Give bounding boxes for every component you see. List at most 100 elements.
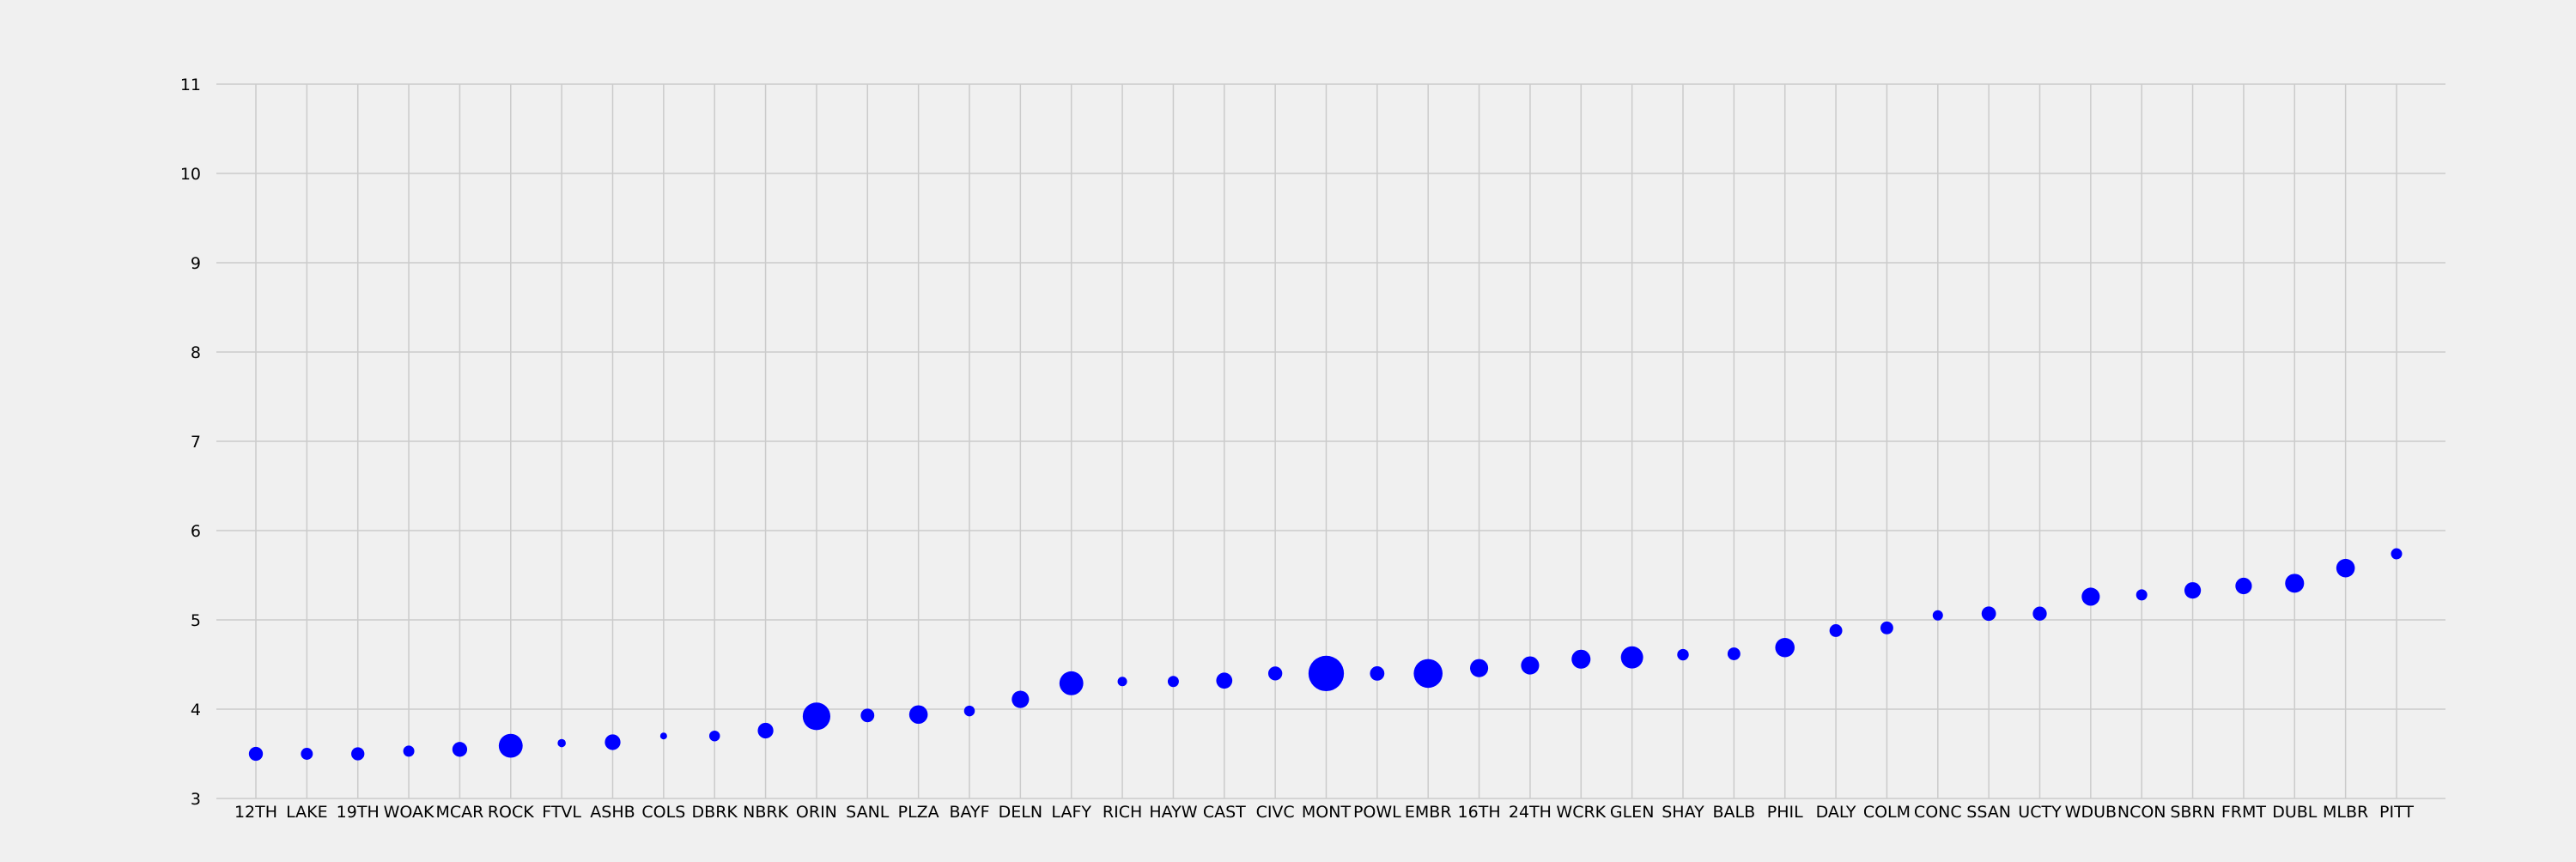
- x-tick-label: CIVC: [1256, 803, 1295, 822]
- x-tick-label: DUBL: [2272, 803, 2318, 822]
- x-tick-label: SBRN: [2170, 803, 2215, 822]
- x-tick-label: SANL: [846, 803, 890, 822]
- x-tick-label: EMBR: [1405, 803, 1452, 822]
- data-point: [1620, 646, 1643, 669]
- x-tick-label: COLS: [641, 803, 685, 822]
- y-tick-label: 8: [191, 343, 201, 362]
- x-tick-label: NCON: [2117, 803, 2166, 822]
- x-tick-label: WOAK: [384, 803, 434, 822]
- x-tick-label: UCTY: [2018, 803, 2062, 822]
- y-tick-label: 6: [191, 522, 201, 541]
- x-tick-label: ORIN: [796, 803, 837, 822]
- x-tick-label: ASHB: [590, 803, 635, 822]
- data-point: [1167, 676, 1179, 688]
- data-point: [1981, 606, 1996, 622]
- data-point: [301, 748, 313, 760]
- x-tick-label: SSAN: [1966, 803, 2011, 822]
- data-point: [2336, 558, 2355, 578]
- x-tick-label: COLM: [1863, 803, 1911, 822]
- data-markers: [248, 548, 2403, 762]
- data-point: [659, 732, 667, 740]
- data-point: [1470, 659, 1489, 677]
- x-tick-label: SHAY: [1662, 803, 1704, 822]
- data-point: [2285, 574, 2305, 593]
- x-tick-label: ROCK: [488, 803, 534, 822]
- x-tick-label: NBRK: [743, 803, 788, 822]
- data-point: [860, 708, 875, 723]
- data-point: [2184, 582, 2202, 599]
- x-tick-label: DALY: [1816, 803, 1856, 822]
- data-point: [351, 747, 365, 761]
- data-point: [1829, 624, 1843, 637]
- data-point: [605, 734, 621, 750]
- x-tick-label: FTVL: [542, 803, 581, 822]
- x-tick-label: BALB: [1713, 803, 1756, 822]
- data-point: [1267, 666, 1283, 681]
- x-tick-label: CONC: [1914, 803, 1962, 822]
- data-point: [1677, 648, 1689, 661]
- y-tick-label: 7: [191, 433, 201, 452]
- data-point: [1012, 690, 1030, 708]
- data-point: [1308, 655, 1345, 692]
- x-tick-label: 24TH: [1509, 803, 1552, 822]
- x-tick-label: WCRK: [1556, 803, 1606, 822]
- x-tick-label: POWL: [1353, 803, 1401, 822]
- data-point: [2136, 589, 2148, 601]
- data-point: [2032, 606, 2047, 621]
- x-tick-label: HAYW: [1149, 803, 1197, 822]
- x-tick-label: BAYF: [949, 803, 989, 822]
- data-point: [1775, 637, 1795, 658]
- x-tick-label: MLBR: [2323, 803, 2368, 822]
- x-tick-label: WDUB: [2065, 803, 2117, 822]
- data-point: [1117, 677, 1127, 687]
- x-tick-label: FRMT: [2221, 803, 2267, 822]
- data-point: [498, 733, 523, 758]
- data-point: [2391, 548, 2403, 560]
- data-point: [1727, 647, 1741, 660]
- x-tick-label: LAKE: [286, 803, 327, 822]
- y-tick-label: 11: [180, 76, 201, 94]
- x-tick-label: MONT: [1302, 803, 1352, 822]
- x-tick-label: CAST: [1203, 803, 1246, 822]
- x-tick-label: PITT: [2379, 803, 2414, 822]
- data-point: [908, 705, 928, 725]
- data-point: [403, 745, 415, 757]
- data-point: [757, 722, 774, 739]
- data-point: [1932, 610, 1943, 621]
- y-tick-label: 5: [191, 611, 201, 630]
- data-point: [452, 742, 468, 757]
- data-point: [1370, 666, 1385, 681]
- x-tick-label: DELN: [999, 803, 1042, 822]
- data-point: [557, 738, 566, 748]
- x-tick-labels: 12TH LAKE 19TH WOAK MCAR ROCK FTVL ASHB COLS DBRK…: [234, 803, 2414, 822]
- x-tick-label: LAFY: [1051, 803, 1091, 822]
- data-point: [1521, 656, 1540, 675]
- data-point: [1880, 621, 1893, 634]
- x-tick-label: 19TH: [337, 803, 380, 822]
- data-point: [1571, 649, 1591, 669]
- data-point: [1059, 671, 1084, 695]
- x-tick-label: GLEN: [1610, 803, 1655, 822]
- x-tick-label: MCAR: [435, 803, 483, 822]
- x-tick-label: 12TH: [234, 803, 277, 822]
- grid-lines: [216, 83, 2445, 799]
- x-tick-label: PLZA: [898, 803, 939, 822]
- data-point: [248, 746, 264, 762]
- data-point: [2081, 587, 2100, 606]
- y-tick-label: 4: [191, 701, 201, 719]
- data-point: [1413, 659, 1443, 689]
- y-tick-label: 9: [191, 254, 201, 273]
- data-point: [708, 730, 720, 742]
- data-point: [802, 702, 831, 731]
- data-point: [2235, 577, 2252, 595]
- x-tick-label: 16TH: [1458, 803, 1501, 822]
- data-point: [963, 705, 975, 717]
- data-point: [1216, 672, 1233, 689]
- y-tick-labels: 3 4 5 6 7 8 9 10 11: [180, 76, 201, 809]
- x-tick-label: DBRK: [692, 803, 738, 822]
- y-tick-label: 3: [191, 790, 201, 809]
- x-tick-label: PHIL: [1767, 803, 1803, 822]
- y-tick-label: 10: [180, 165, 201, 184]
